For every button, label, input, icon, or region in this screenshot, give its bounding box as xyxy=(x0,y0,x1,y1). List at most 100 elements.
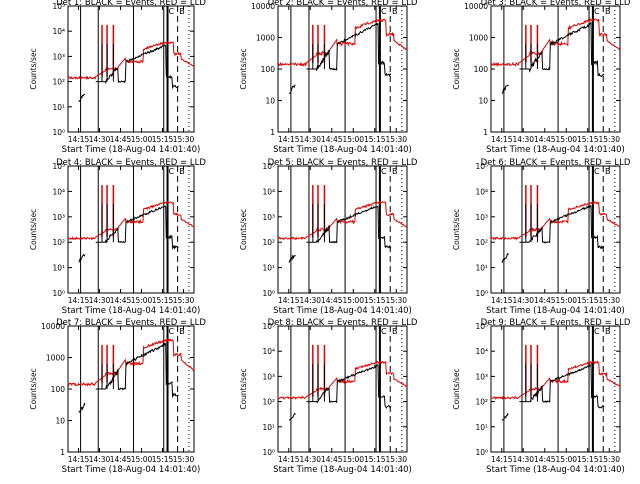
x-tick-label: 14:30 xyxy=(89,296,111,305)
y-tick-label: 1 xyxy=(60,448,65,457)
x-tick-label: 14:15 xyxy=(491,135,513,144)
x-tick-label: 15:00 xyxy=(342,455,364,464)
y-axis-label: Counts/sec xyxy=(452,48,461,89)
marker-label-b: B xyxy=(179,7,185,16)
events-series-line xyxy=(519,22,605,78)
y-axis-label: Counts/sec xyxy=(452,209,461,250)
y-tick-label: 100 xyxy=(51,385,66,394)
events-series-line xyxy=(519,204,605,250)
y-tick-label: 10 xyxy=(55,417,65,426)
y-tick-label: 10⁴ xyxy=(52,187,65,196)
x-tick-label: 15:15 xyxy=(364,135,386,144)
y-tick-label: 10⁴ xyxy=(262,347,275,356)
x-tick-label: 15:00 xyxy=(555,135,577,144)
events-series-line xyxy=(95,44,179,90)
y-tick-label: 10⁴ xyxy=(475,347,488,356)
y-tick-label: 10⁵ xyxy=(475,322,488,331)
detector-panel-9: Det 9: BLACK = Events, RED = LLD 10⁰ 10¹ 10… xyxy=(452,318,631,475)
marker-label-b: B xyxy=(392,327,398,336)
y-tick-label: 10 xyxy=(265,97,275,106)
x-tick-label: 15:30 xyxy=(598,296,620,305)
marker-label-c: C xyxy=(594,327,600,336)
x-tick-label: 15:00 xyxy=(131,135,153,144)
marker-label-c: C xyxy=(381,327,387,336)
x-tick-label: 15:30 xyxy=(385,296,407,305)
x-tick-label: 14:15 xyxy=(278,135,300,144)
x-tick-label: 14:30 xyxy=(89,135,111,144)
y-tick-label: 10⁰ xyxy=(262,448,275,457)
events-series-line xyxy=(501,84,509,94)
x-tick-label: 15:30 xyxy=(173,135,195,144)
plot-frame xyxy=(277,5,408,133)
x-tick-label: 15:00 xyxy=(131,455,153,464)
x-tick-label: 15:30 xyxy=(598,135,620,144)
plot-frame xyxy=(277,325,408,453)
y-tick-label: 10² xyxy=(475,398,488,407)
x-axis-label: Start Time (18-Aug-04 14:01:40) xyxy=(273,306,412,316)
y-tick-label: 10¹ xyxy=(262,423,275,432)
y-tick-label: 10⁵ xyxy=(262,162,275,171)
x-tick-label: 14:30 xyxy=(512,135,534,144)
x-tick-label: 14:45 xyxy=(534,135,556,144)
x-tick-label: 15:00 xyxy=(555,296,577,305)
detector-panel-6: Det 6: BLACK = Events, RED = LLD 10⁰ 10¹ 10… xyxy=(452,158,631,316)
plot-frame xyxy=(490,325,621,453)
marker-label-c: C xyxy=(169,167,175,176)
x-tick-label: 14:15 xyxy=(278,455,300,464)
y-axis-label: Counts/sec xyxy=(29,209,38,250)
y-tick-label: 10² xyxy=(475,238,488,247)
plot-frame xyxy=(67,5,195,133)
panel-title: Det 6: BLACK = Events, RED = LLD xyxy=(481,158,631,168)
y-tick-label: 10000 xyxy=(464,2,488,11)
x-tick-label: 14:45 xyxy=(321,296,343,305)
x-tick-label: 14:15 xyxy=(278,296,300,305)
events-series-line xyxy=(501,412,509,421)
y-tick-label: 10000 xyxy=(251,2,275,11)
y-tick-label: 10² xyxy=(262,238,275,247)
y-tick-label: 100 xyxy=(261,65,276,74)
x-tick-label: 15:15 xyxy=(364,455,386,464)
y-tick-label: 1000 xyxy=(256,34,275,43)
y-axis-label: Counts/sec xyxy=(29,368,38,409)
x-tick-label: 14:15 xyxy=(68,455,90,464)
detector-panel-3: Det 3: BLACK = Events, RED = LLD 1 10 100 10… xyxy=(452,0,631,155)
marker-label-b: B xyxy=(605,167,611,176)
marker-label-b: B xyxy=(179,167,185,176)
x-tick-label: 15:00 xyxy=(342,135,364,144)
lld-series-line xyxy=(490,17,621,68)
y-tick-label: 10¹ xyxy=(475,423,488,432)
detector-panel-5: Det 5: BLACK = Events, RED = LLD 10⁰ 10¹ 10… xyxy=(239,158,418,316)
x-axis-label: Start Time (18-Aug-04 14:01:40) xyxy=(62,306,201,316)
panel-title: Det 8: BLACK = Events, RED = LLD xyxy=(268,318,418,328)
x-tick-label: 14:15 xyxy=(491,296,513,305)
y-tick-label: 1000 xyxy=(46,354,65,363)
lld-series-line xyxy=(490,200,621,241)
y-tick-label: 10 xyxy=(478,97,488,106)
lld-series-line xyxy=(277,17,408,68)
marker-label-c: C xyxy=(169,327,175,336)
y-axis-label: Counts/sec xyxy=(29,48,38,89)
marker-label-b: B xyxy=(392,167,398,176)
panel-title: Det 9: BLACK = Events, RED = LLD xyxy=(481,318,631,328)
y-tick-label: 10³ xyxy=(52,213,65,222)
y-axis-label: Counts/sec xyxy=(452,368,461,409)
x-tick-label: 14:15 xyxy=(68,296,90,305)
y-tick-label: 10³ xyxy=(262,213,275,222)
plot-frame xyxy=(67,325,195,453)
x-axis-label: Start Time (18-Aug-04 14:01:40) xyxy=(62,145,201,155)
x-tick-label: 14:30 xyxy=(512,296,534,305)
panel-title: Det 2: BLACK = Events, RED = LLD xyxy=(268,0,418,8)
x-tick-label: 15:00 xyxy=(555,455,577,464)
lld-series-line xyxy=(277,200,408,241)
y-tick-label: 10¹ xyxy=(475,264,488,273)
x-tick-label: 14:15 xyxy=(491,455,513,464)
y-axis-label: Counts/sec xyxy=(239,48,248,89)
marker-label-c: C xyxy=(381,7,387,16)
x-axis-label: Start Time (18-Aug-04 14:01:40) xyxy=(486,306,625,316)
x-tick-label: 14:15 xyxy=(68,135,90,144)
x-tick-label: 14:30 xyxy=(299,296,321,305)
x-tick-label: 15:30 xyxy=(173,455,195,464)
x-tick-label: 14:30 xyxy=(89,455,111,464)
